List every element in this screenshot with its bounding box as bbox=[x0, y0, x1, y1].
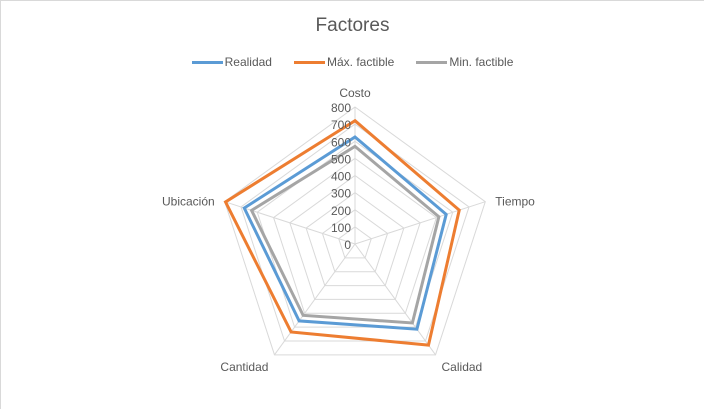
legend-swatch-max-factible bbox=[293, 60, 325, 64]
spoke-line bbox=[274, 243, 356, 356]
radial-axis-ticks: 0 100 200 300 400 500 600 700 800 bbox=[331, 101, 351, 252]
series-line-0[interactable] bbox=[242, 135, 448, 331]
category-labels: Costo Tiempo Calidad Cantidad Ubicación bbox=[162, 86, 535, 374]
tick-label: 700 bbox=[331, 118, 351, 132]
grid-ring bbox=[256, 140, 454, 328]
tick-label: 300 bbox=[331, 187, 351, 201]
chart-title: Factores bbox=[315, 15, 390, 36]
grid-ring bbox=[224, 106, 486, 356]
legend-item-realidad[interactable]: Realidad bbox=[191, 55, 272, 69]
tick-label: 0 bbox=[344, 238, 351, 252]
tick-label: 500 bbox=[331, 152, 351, 166]
category-label: Calidad bbox=[442, 360, 483, 374]
series-line-2[interactable] bbox=[249, 144, 441, 325]
grid-ring bbox=[321, 209, 389, 273]
legend-swatch-realidad bbox=[191, 60, 223, 64]
grid-ring bbox=[272, 157, 438, 314]
legend-label: Min. factible bbox=[449, 55, 514, 69]
legend-item-max-factible[interactable]: Máx. factible bbox=[293, 55, 395, 69]
grid-ring bbox=[338, 226, 372, 259]
spoke-line bbox=[224, 201, 356, 245]
legend: Realidad Máx. factible Min. factible bbox=[1, 55, 704, 69]
tick-label: 100 bbox=[331, 221, 351, 235]
series-line-1[interactable] bbox=[223, 118, 461, 347]
tick-label: 200 bbox=[331, 204, 351, 218]
spoke-line bbox=[354, 243, 436, 356]
radar-grid bbox=[224, 106, 486, 356]
grid-ring bbox=[305, 192, 405, 287]
tick-label: 800 bbox=[331, 101, 351, 115]
legend-item-min-factible[interactable]: Min. factible bbox=[416, 55, 513, 69]
category-label: Ubicación bbox=[162, 195, 215, 209]
tick-label: 600 bbox=[331, 135, 351, 149]
category-label: Tiempo bbox=[495, 195, 535, 209]
spoke-line bbox=[354, 201, 486, 245]
grid-ring bbox=[289, 174, 421, 300]
radar-series bbox=[223, 118, 461, 347]
legend-label: Máx. factible bbox=[326, 55, 395, 69]
grid-ring bbox=[240, 123, 470, 342]
category-label: Cantidad bbox=[220, 360, 268, 374]
category-label: Costo bbox=[339, 86, 371, 100]
legend-swatch-min-factible bbox=[416, 60, 448, 64]
tick-label: 400 bbox=[331, 170, 351, 184]
legend-label: Realidad bbox=[224, 55, 272, 69]
